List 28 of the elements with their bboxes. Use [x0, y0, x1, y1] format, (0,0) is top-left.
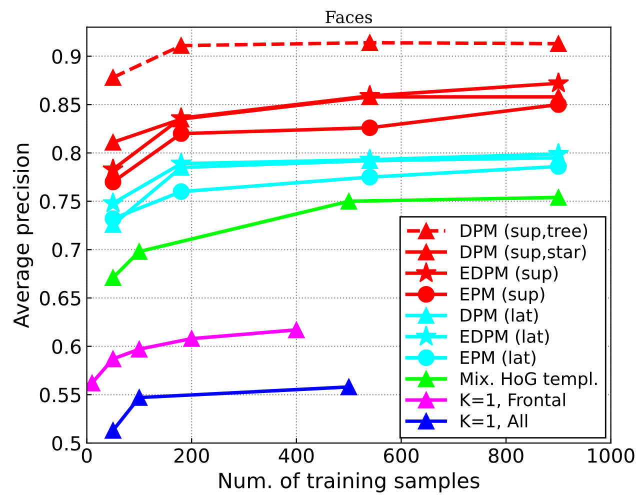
y-tick-label: 0.6 — [52, 339, 81, 354]
y-tick-label: 0.9 — [52, 49, 81, 64]
legend-label: DPM (sup,star) — [460, 244, 586, 262]
legend-label: DPM (sup,tree) — [460, 224, 588, 241]
y-tick-label: 0.85 — [40, 98, 80, 112]
x-tick-label: 1000 — [588, 448, 634, 463]
legend-label: K=1, All — [460, 414, 528, 430]
y-axis-title: Average precision — [12, 144, 34, 328]
y-tick-label: 0.7 — [52, 242, 80, 258]
y-tick-label: 0.55 — [40, 388, 80, 402]
legend-label: EPM (sup) — [460, 287, 544, 304]
x-tick-label: 800 — [488, 448, 524, 463]
legend-label: EDPM (sup) — [460, 266, 558, 283]
x-tick-label: 400 — [278, 448, 314, 463]
y-tick-label: 0.5 — [52, 436, 80, 451]
x-tick-label: 200 — [174, 448, 209, 463]
legend-label: EDPM (lat) — [460, 330, 549, 345]
x-tick-label: 0 — [82, 448, 92, 463]
legend-label: DPM (lat) — [460, 308, 538, 324]
x-tick-label: 600 — [384, 448, 418, 463]
y-tick-label: 0.65 — [40, 290, 80, 306]
y-tick-label: 0.8 — [52, 146, 81, 161]
chart-title: Faces — [326, 10, 372, 24]
legend-label: Mix. HoG templ. — [460, 372, 597, 389]
y-tick-label: 0.75 — [40, 194, 80, 209]
legend-label: EPM (lat) — [460, 350, 536, 366]
legend-label: K=1, Frontal — [460, 392, 565, 408]
x-axis-title: Num. of training samples — [219, 472, 480, 492]
